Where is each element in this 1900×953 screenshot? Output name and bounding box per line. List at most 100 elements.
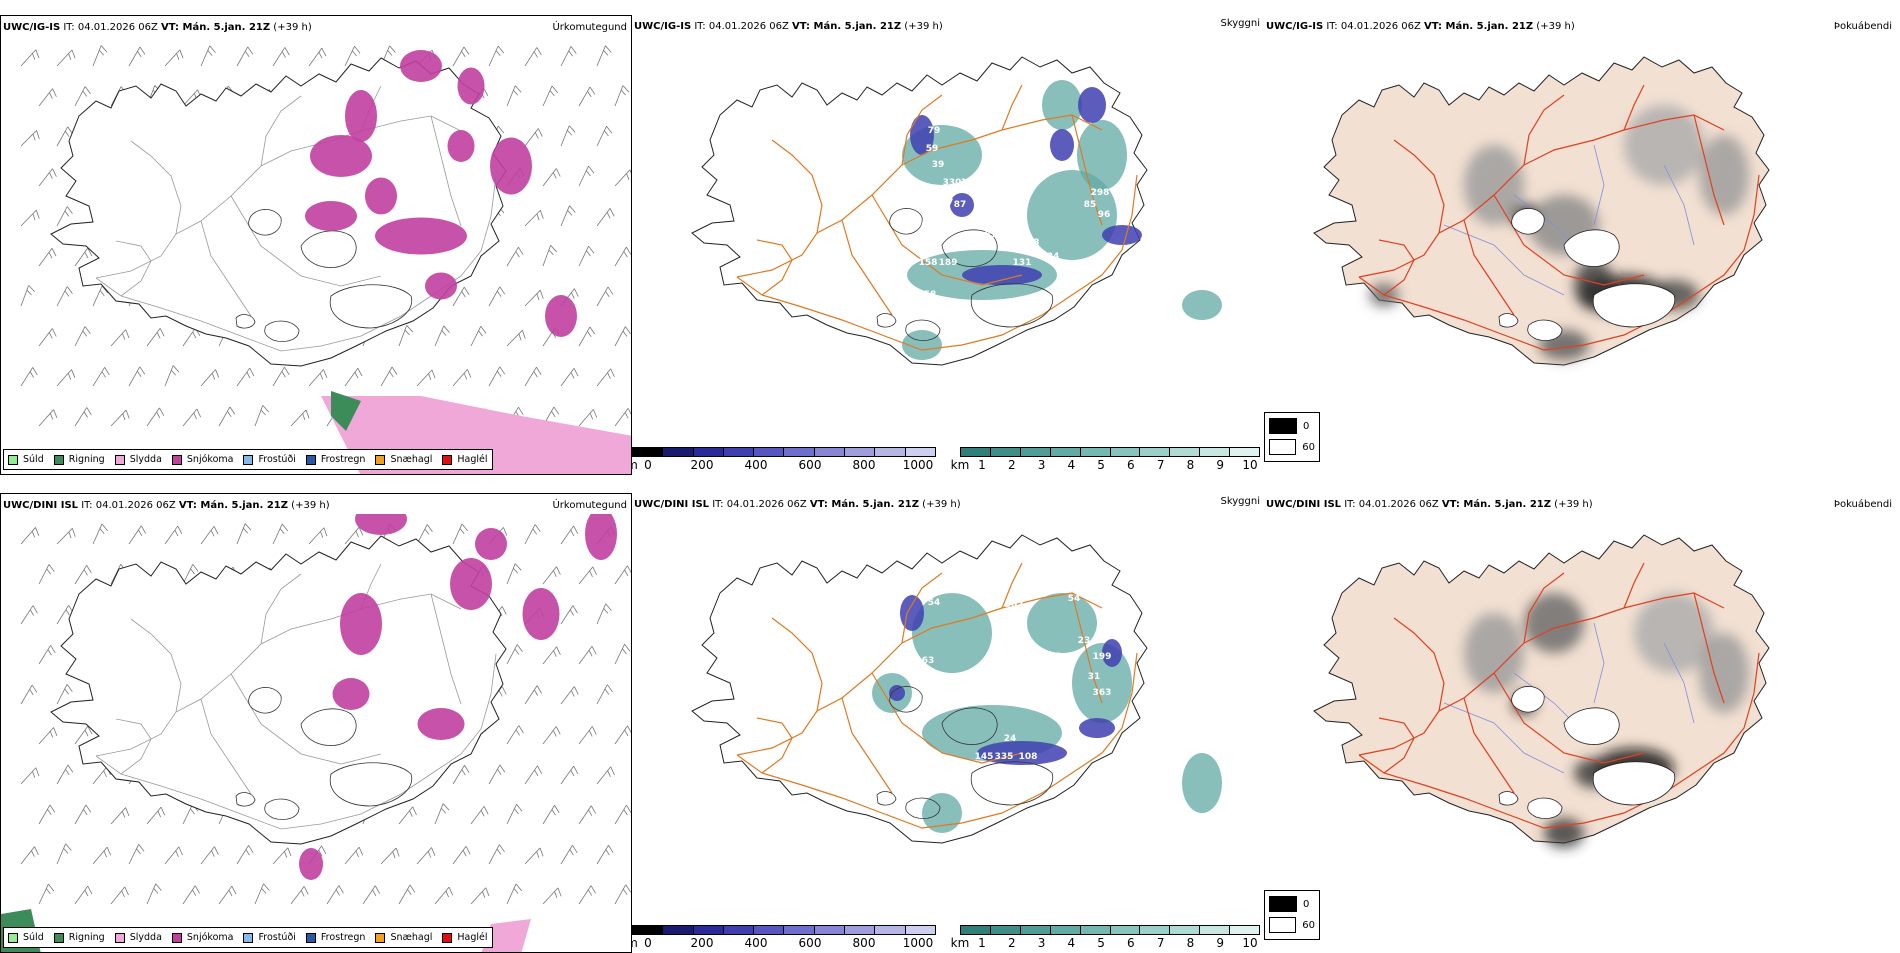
glacier-outline [300,230,357,268]
wind-barb [74,86,91,107]
road-line [1523,94,1565,166]
fog-legend-swatch [1269,418,1297,434]
cloud-map: 79 59 39 330 98 757 87 186 511 874 188 131 234 298 968… [691,56,1222,386]
wind-barb [92,285,109,307]
cloudbase-value: 303 [1043,652,1062,662]
glacier-outline [905,319,941,341]
wind-barb [272,847,292,865]
fog-legend: 0 60 [1264,890,1320,940]
cloudbase-colorbar: 0 200 400 600 800 1000 m [632,925,936,950]
colorbar-tick-label: 200 [690,458,714,472]
colorbar-segment [1230,926,1260,934]
wind-barb [596,766,615,785]
wind-barb [578,86,596,107]
fog-area [1464,145,1524,225]
road-line [736,174,1138,351]
wind-barb [20,767,40,785]
road-line [95,653,497,830]
wind-barb [254,883,270,905]
wind-barb [92,45,108,67]
wind-barb [524,524,541,545]
wind-barb [74,565,92,585]
glacier-outline [1527,797,1563,819]
wind-barb [614,804,631,825]
wind-barb [236,46,254,67]
panel-header: UWC/DINI ISL IT: 04.01.2026 06Z VT: Mán.… [3,500,330,511]
glacier-outline [876,313,897,328]
wind-barb [56,369,76,387]
wind-barb [146,407,165,427]
cloudbase-visibility-panel-dini: UWC/DINI ISL IT: 04.01.2026 06Z VT: Mán.… [632,493,1264,953]
wind-barb [596,368,615,387]
colorbar-tick-label: 600 [798,936,822,950]
glacier-outline [235,792,256,807]
wind-barb [452,523,468,545]
road-line [1358,652,1760,829]
iceland-map [1313,56,1770,366]
wind-barb [254,405,270,427]
wind-barb [614,246,631,267]
colorbar-segment [754,926,785,934]
colorbar-segment [1020,448,1051,456]
wind-barb [506,330,526,347]
wind-barb [596,286,614,307]
wind-barb [200,369,220,387]
legend-item: Haglél [442,932,488,943]
colorbar-segment [1230,448,1260,456]
wind-barb [578,245,595,267]
wind-barb [38,883,55,905]
wind-barb [20,209,40,227]
wind-barb [578,165,595,187]
road-line [130,140,182,235]
fog-legend-item: 0 [1269,896,1315,912]
cloudbase-value: 59 [926,144,939,154]
snowfall-area [345,90,377,142]
fog-legend-label: 60 [1302,441,1315,453]
legend-label: Haglél [457,454,488,465]
snowfall-area [425,272,457,300]
wind-barb [578,726,597,745]
road-line [901,572,943,644]
wind-barb [128,525,147,545]
wind-barb [524,47,542,67]
wind-barb [542,168,561,187]
colorbar-unit: km [950,936,970,950]
wind-barb [506,644,523,665]
wind-barb [20,130,40,147]
wind-barb [542,245,557,267]
wind-barb [560,686,579,705]
wind-barb [128,844,145,865]
fog-legend-item: 60 [1269,917,1315,933]
legend-swatch [53,454,64,465]
cloudbase-value: 179 [887,726,906,736]
wind-barb [92,367,110,387]
wind-barb [362,885,381,905]
colorbar-segment [633,926,664,934]
colorbar-segment [1020,926,1051,934]
cloudbase-value: 23 [1078,636,1091,646]
wind-barb [128,46,146,67]
legend-swatch [8,932,18,943]
wind-barb [596,845,614,865]
wind-barb [398,806,417,825]
snowfall-area [365,177,397,215]
colorbar-tick-label: 6 [1127,458,1135,472]
wind-barb [56,764,74,785]
wind-barb [164,846,183,865]
river-line [1443,702,1565,774]
road-line [1378,239,1415,296]
low-visibility-area [922,793,962,833]
panel-header: UWC/DINI ISL IT: 04.01.2026 06Z VT: Mán.… [1266,499,1593,510]
glacier-outline [889,686,923,713]
cloudbase-areas [910,87,1142,285]
precip-map [1,514,631,952]
low-cloudbase-area [910,115,934,155]
river-line [1593,144,1605,226]
colorbar-segment [875,926,906,934]
glacier-outline [1498,313,1519,328]
wind-barb [74,326,91,347]
wind-barb [506,883,522,905]
colorbar-segment [693,448,724,456]
wind-barb [110,409,130,427]
